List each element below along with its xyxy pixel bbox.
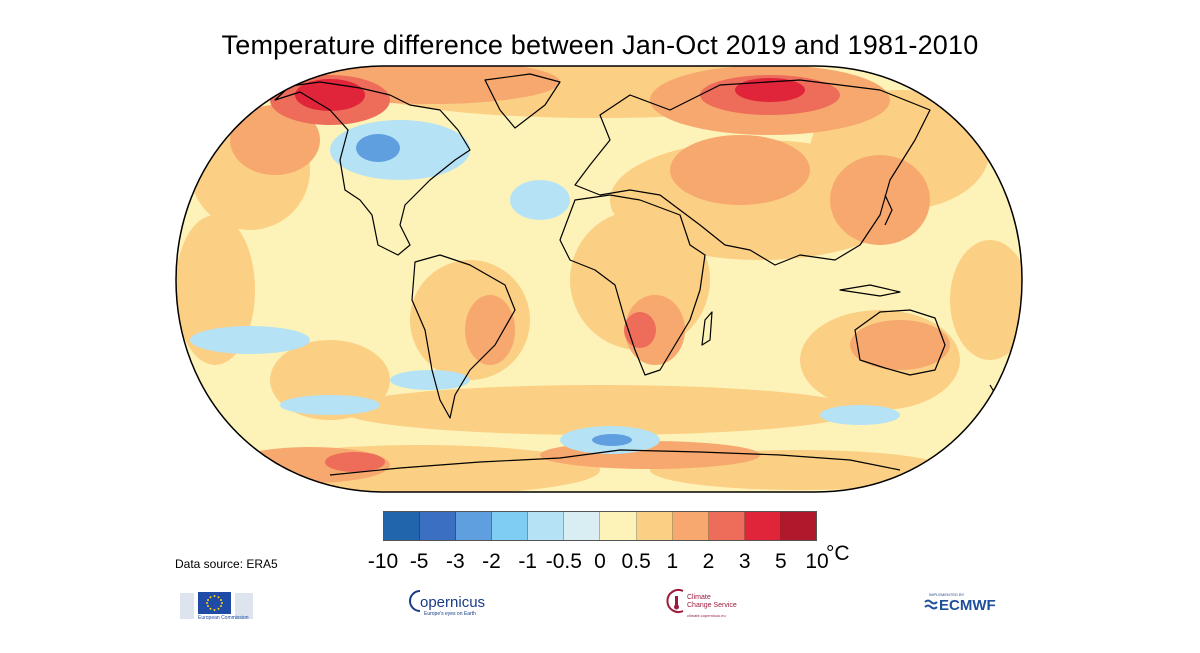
color-scale-swatch <box>744 512 781 540</box>
indonesia-coast <box>839 284 901 297</box>
greenland-coast <box>484 73 561 129</box>
coastlines <box>274 73 997 476</box>
copernicus-logo-text: opernicus <box>420 594 486 611</box>
color-scale-swatch <box>780 512 816 540</box>
color-scale-swatch <box>600 512 637 540</box>
unit-label: °C <box>826 542 850 565</box>
japan-coast <box>884 194 893 226</box>
color-scale-tick-label: -5 <box>409 550 429 573</box>
eu-logo-text: European Commission <box>198 615 249 621</box>
color-scale-swatch <box>420 512 457 540</box>
chart-title: Temperature difference between Jan-Oct 2… <box>221 30 979 60</box>
color-scale-tick-label: 10 <box>805 550 829 573</box>
color-scale-tick-label: -3 <box>445 550 465 573</box>
north-america-coast <box>274 81 471 256</box>
color-scale-swatch <box>456 512 493 540</box>
c3s-thermometer-icon <box>666 589 684 613</box>
color-scale-tick-label: 0.5 <box>621 550 651 573</box>
color-scale-swatch <box>564 512 601 540</box>
color-scale-tick-label: 5 <box>774 550 787 573</box>
south-america-coast <box>411 254 516 419</box>
c3s-logo-text: Climate Change Service <box>687 594 737 609</box>
eurasia-coast <box>574 79 931 266</box>
ecmwf-wave-icon <box>924 599 938 610</box>
color-scale-tick-label: -0.5 <box>545 550 582 573</box>
australia-coast <box>854 309 946 376</box>
antarctica-coast <box>329 449 901 476</box>
c3s-logo-subtext: climate.copernicus.eu <box>687 613 726 618</box>
ecmwf-pre-text: IMPLEMENTED BY <box>929 592 965 597</box>
color-scale-tick-label: 3 <box>738 550 751 573</box>
color-scale-tick-label: 0 <box>594 550 606 573</box>
color-scale-swatch <box>708 512 745 540</box>
ecmwf-logo-text: ECMWF <box>939 597 996 614</box>
copernicus-c-icon <box>409 590 421 612</box>
color-scale-tick-label: -1 <box>518 550 537 573</box>
cold-regions <box>356 134 632 446</box>
color-scale-swatch <box>492 512 529 540</box>
european-commission-logo <box>180 585 258 629</box>
copernicus-logo <box>408 588 422 619</box>
globe-outline <box>175 65 1023 493</box>
extreme-regions <box>295 78 805 111</box>
africa-coast <box>559 194 706 376</box>
color-scale-bar <box>383 511 817 541</box>
color-scale-swatch <box>672 512 709 540</box>
copernicus-logo-subtext: Europe's eyes on Earth <box>424 611 476 617</box>
color-scale-tick-label: -10 <box>367 550 399 573</box>
color-scale-swatch <box>528 512 565 540</box>
color-scale-tick-label: 2 <box>702 550 715 573</box>
color-scale-swatch <box>384 512 421 540</box>
c3s-logo <box>666 588 686 619</box>
color-scale-tick-label: 1 <box>666 550 679 573</box>
color-scale-tick-label: -2 <box>482 550 501 573</box>
ecmwf-logo <box>924 598 938 617</box>
madagascar-coast <box>701 311 713 346</box>
color-scale-swatch <box>636 512 673 540</box>
data-source-label: Data source: ERA5 <box>175 557 278 571</box>
eu-logo-graphic <box>180 592 253 619</box>
